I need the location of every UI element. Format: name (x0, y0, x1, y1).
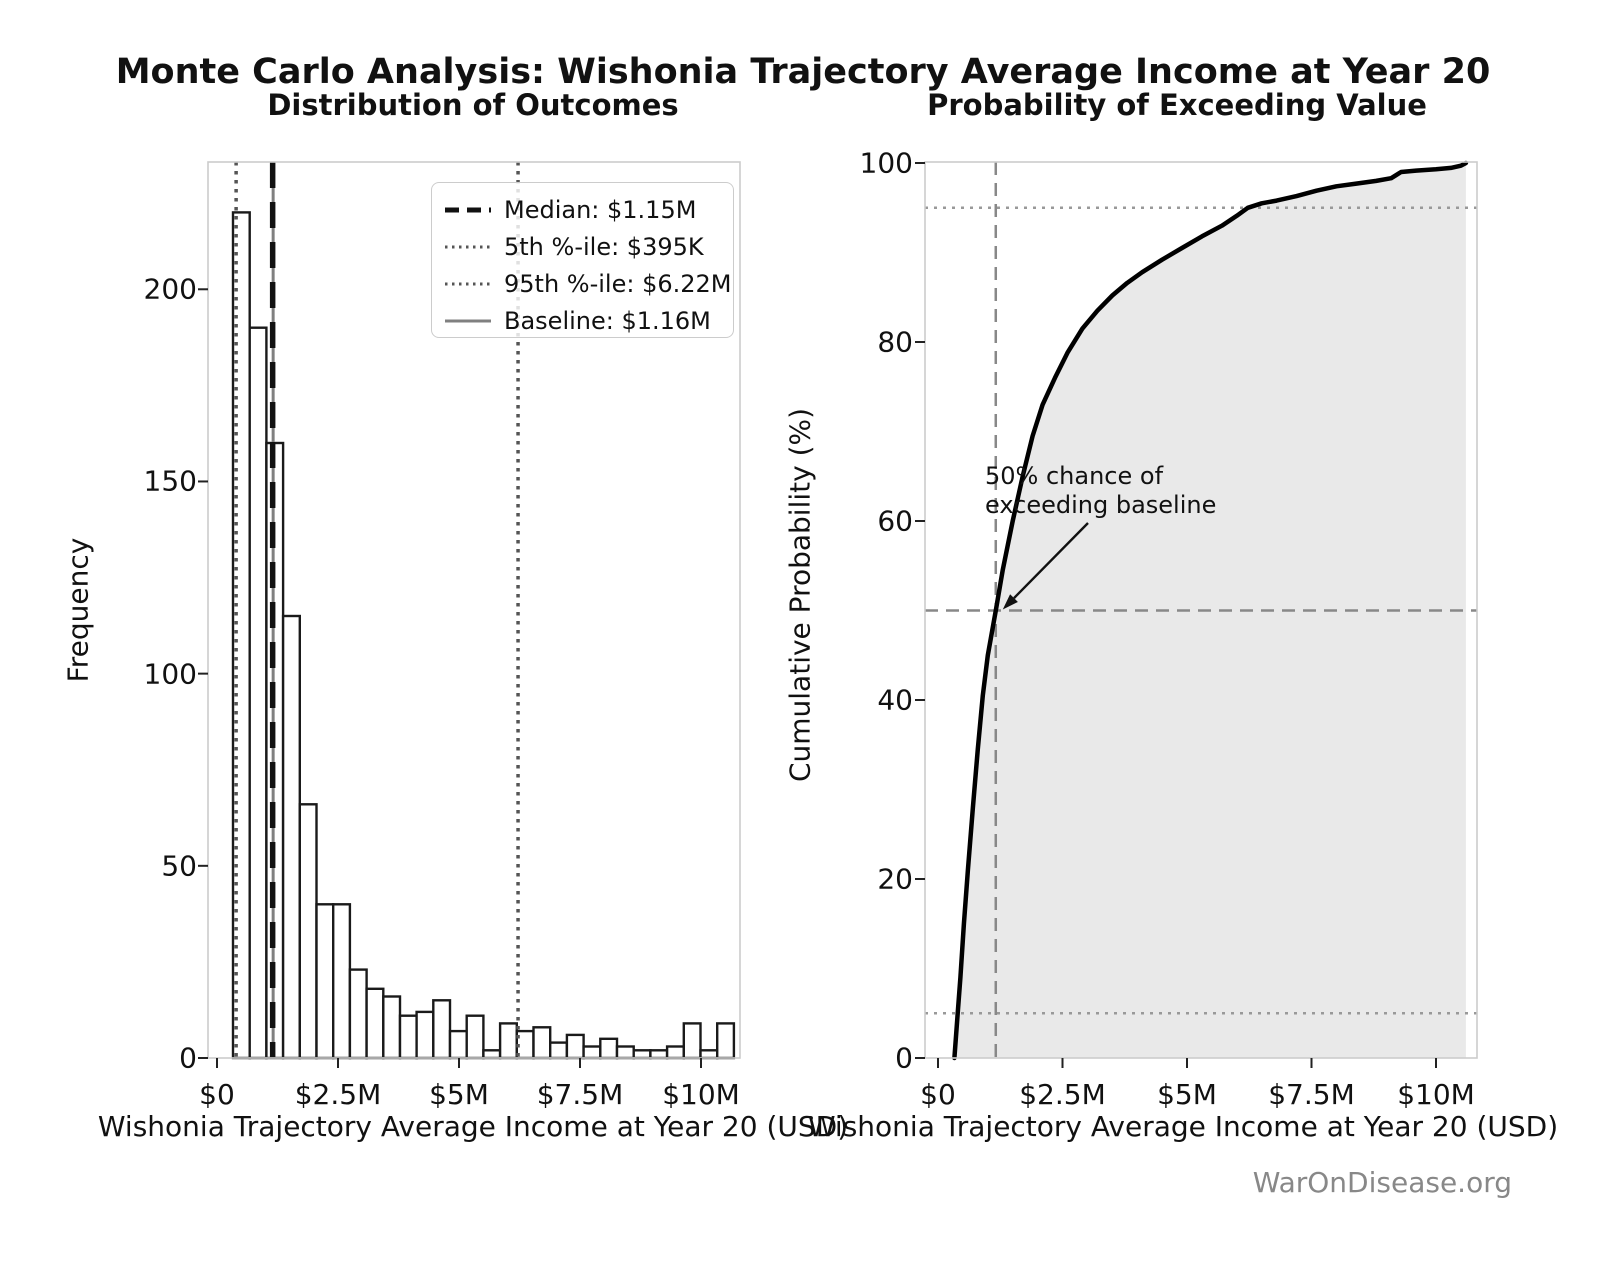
right-y-axis-label: Cumulative Probability (%) (783, 407, 817, 783)
histogram-bar (599, 1037, 619, 1060)
left-x-axis-label: Wishonia Trajectory Average Income at Ye… (97, 1110, 849, 1143)
histogram-bar (348, 968, 368, 1060)
histogram-bar (332, 903, 352, 1060)
left-plot-ytick-label: 150 (143, 464, 197, 498)
annotation-arrow-shaft (1013, 522, 1089, 599)
cdf-curve (952, 160, 1469, 1061)
legend-item-label: 5th %-ile: $395K (504, 232, 704, 261)
right-plot-ytick-label: 100 (859, 146, 913, 180)
histogram-bar (565, 1033, 585, 1060)
legend-dotted-line-sample (445, 245, 491, 248)
histogram-bar (415, 1010, 435, 1060)
histogram-bar (582, 1045, 602, 1060)
right-plot-xtick-label: $10M (1397, 1078, 1475, 1111)
left-y-axis-label: Frequency (61, 537, 95, 683)
right-plot-xtick-label: $2.5M (1019, 1078, 1106, 1111)
histogram-bar (382, 995, 402, 1060)
legend-solid-line-sample (445, 319, 491, 322)
legend-item: 95th %-ile: $6.22M (444, 265, 733, 302)
left-plot-ytick-label: 100 (143, 657, 197, 691)
histogram-bar (248, 326, 268, 1060)
histogram-bar (549, 1041, 569, 1060)
right-plot-title: Probability of Exceeding Value (927, 88, 1427, 122)
left-plot-spines (207, 161, 741, 1059)
histogram-bar (315, 903, 335, 1060)
watermark: WarOnDisease.org (1252, 1166, 1512, 1199)
left-plot-xtick-label: $10M (662, 1078, 740, 1111)
histogram-bar (699, 1049, 719, 1060)
legend-item-label: Median: $1.15M (504, 195, 697, 224)
right-plot-ytick-label: 0 (895, 1041, 913, 1075)
left-plot-xtick-label: $2.5M (294, 1078, 382, 1111)
left-plot-ytick-label: 0 (179, 1041, 197, 1075)
legend-dotted-line-sample (445, 282, 491, 285)
left-plot-ytick-label: 200 (143, 272, 197, 306)
right-plot-ytick-label: 20 (877, 862, 913, 896)
left-plot-xtick-label: $0 (199, 1078, 235, 1111)
legend-dashed-line-sample (445, 207, 491, 212)
histogram-bar (632, 1049, 652, 1060)
histogram-bar (465, 1014, 485, 1060)
right-plot-ytick-label: 80 (877, 325, 913, 359)
legend-item-label: 95th %-ile: $6.22M (504, 269, 732, 298)
cdf-annotation-text: 50% chance of exceeding baseline (985, 462, 1217, 519)
histogram-bar (682, 1022, 702, 1060)
left-plot-xtick-label: $7.5M (536, 1078, 624, 1111)
annotation-arrow-head (1002, 594, 1018, 610)
legend-item-label: Baseline: $1.16M (504, 306, 711, 335)
right-x-axis-label: Wishonia Trajectory Average Income at Ye… (807, 1110, 1559, 1143)
histogram-bar (532, 1026, 552, 1060)
legend-item: Baseline: $1.16M (444, 302, 733, 339)
histogram-bar (498, 1022, 519, 1060)
legend-box: Median: $1.15M 5th %-ile: $395K 95th %-ile… (431, 182, 734, 338)
right-plot-xtick-label: $5M (1157, 1078, 1217, 1111)
legend-item: 5th %-ile: $395K (444, 228, 733, 265)
right-plot-ytick-label: 40 (877, 683, 913, 717)
histogram-bar (365, 987, 385, 1060)
right-plot-xtick-label: $7.5M (1268, 1078, 1355, 1111)
histogram-bar (448, 1029, 468, 1060)
histogram-bar (231, 211, 251, 1060)
histogram-bar (482, 1049, 502, 1060)
legend-item: Median: $1.15M (444, 191, 733, 228)
right-plot-xtick-label: $0 (920, 1078, 956, 1111)
histogram-bar (298, 803, 318, 1060)
histogram-bar (615, 1045, 635, 1060)
histogram-bar (649, 1049, 669, 1060)
left-plot-ytick-label: 50 (161, 849, 197, 883)
right-plot-ytick-label: 60 (877, 504, 913, 538)
left-plot-title: Distribution of Outcomes (267, 88, 679, 122)
histogram-bar (716, 1022, 736, 1060)
figure-title: Monte Carlo Analysis: Wishonia Trajector… (115, 52, 1491, 92)
histogram-bar (398, 1014, 418, 1060)
histogram-bar (665, 1045, 685, 1060)
right-plot-spines (924, 161, 1478, 1059)
histogram-bar (281, 614, 302, 1060)
left-plot-xtick-label: $5M (429, 1078, 489, 1111)
histogram-bar (432, 999, 452, 1060)
